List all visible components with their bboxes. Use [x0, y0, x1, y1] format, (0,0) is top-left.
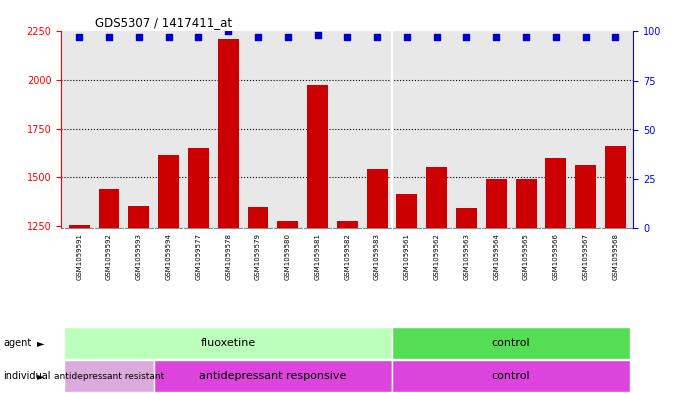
Text: GSM1059583: GSM1059583 [374, 233, 380, 280]
Bar [99, 189, 119, 393]
Bar [486, 179, 507, 393]
Text: GSM1059578: GSM1059578 [225, 233, 231, 280]
Bar [64, 327, 392, 359]
Bar [337, 221, 358, 393]
Text: GSM1059565: GSM1059565 [523, 233, 529, 280]
Text: GSM1059577: GSM1059577 [195, 233, 202, 280]
Point [491, 34, 502, 40]
Bar [158, 155, 179, 393]
Text: GSM1059563: GSM1059563 [464, 233, 469, 280]
Text: GSM1059562: GSM1059562 [434, 233, 440, 280]
Point [223, 28, 234, 35]
Text: fluoxetine: fluoxetine [200, 338, 256, 348]
Bar [277, 221, 298, 393]
Point [402, 34, 413, 40]
Bar [456, 208, 477, 393]
Text: GSM1059567: GSM1059567 [583, 233, 588, 280]
Point [550, 34, 561, 40]
Bar [69, 225, 90, 393]
Point [104, 34, 114, 40]
Text: GSM1059581: GSM1059581 [315, 233, 321, 280]
Text: antidepressant responsive: antidepressant responsive [199, 371, 347, 381]
Text: control: control [492, 371, 530, 381]
Bar [426, 167, 447, 393]
Bar [392, 327, 631, 359]
Point [253, 34, 264, 40]
Bar [64, 360, 154, 392]
Text: control: control [492, 338, 530, 348]
Bar [188, 148, 209, 393]
Bar [307, 85, 328, 393]
Point [461, 34, 472, 40]
Text: GSM1059591: GSM1059591 [76, 233, 82, 280]
Point [163, 34, 174, 40]
Bar [575, 165, 596, 393]
Bar [128, 206, 149, 393]
Bar [247, 207, 268, 393]
Bar [396, 194, 417, 393]
Text: individual: individual [3, 371, 51, 381]
Text: ►: ► [37, 371, 45, 381]
Point [520, 34, 531, 40]
Bar [605, 146, 626, 393]
Text: GSM1059582: GSM1059582 [345, 233, 350, 280]
Point [74, 34, 84, 40]
Text: GSM1059568: GSM1059568 [612, 233, 618, 280]
Bar [154, 360, 392, 392]
Text: GSM1059561: GSM1059561 [404, 233, 410, 280]
Point [610, 34, 621, 40]
Point [312, 32, 323, 39]
Point [431, 34, 442, 40]
Point [342, 34, 353, 40]
Bar [392, 360, 631, 392]
Bar [545, 158, 567, 393]
Point [193, 34, 204, 40]
Point [580, 34, 591, 40]
Text: GSM1059566: GSM1059566 [553, 233, 559, 280]
Text: ►: ► [37, 338, 45, 348]
Text: GSM1059592: GSM1059592 [106, 233, 112, 280]
Text: antidepressant resistant: antidepressant resistant [54, 372, 164, 381]
Bar [516, 179, 537, 393]
Point [372, 34, 383, 40]
Point [133, 34, 144, 40]
Bar [218, 39, 238, 393]
Text: GDS5307 / 1417411_at: GDS5307 / 1417411_at [95, 16, 232, 29]
Text: GSM1059593: GSM1059593 [136, 233, 142, 280]
Text: GSM1059564: GSM1059564 [493, 233, 499, 280]
Bar [366, 169, 387, 393]
Text: GSM1059594: GSM1059594 [165, 233, 172, 280]
Text: agent: agent [3, 338, 31, 348]
Text: GSM1059580: GSM1059580 [285, 233, 291, 280]
Point [282, 34, 293, 40]
Text: GSM1059579: GSM1059579 [255, 233, 261, 280]
